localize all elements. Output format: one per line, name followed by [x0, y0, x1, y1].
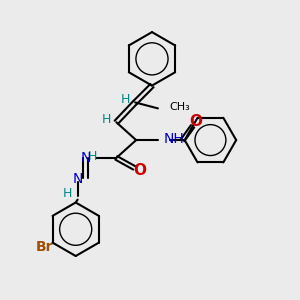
Text: H: H — [88, 150, 97, 164]
Text: N: N — [80, 151, 91, 165]
Text: H: H — [102, 113, 111, 126]
Text: CH₃: CH₃ — [170, 102, 190, 112]
Text: H: H — [63, 187, 73, 200]
Text: NH: NH — [164, 132, 184, 146]
Text: H: H — [121, 93, 130, 106]
Text: O: O — [134, 163, 147, 178]
Text: O: O — [189, 114, 202, 129]
Text: N: N — [73, 172, 83, 186]
Text: Br: Br — [36, 240, 53, 254]
